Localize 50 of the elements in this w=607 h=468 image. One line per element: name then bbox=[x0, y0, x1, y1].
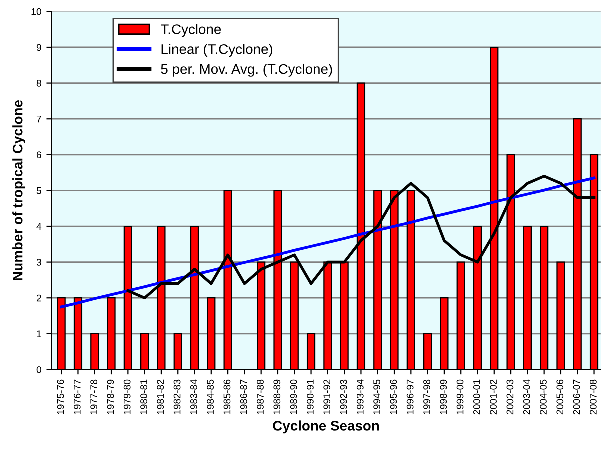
x-tick-label: 2002-03 bbox=[506, 380, 514, 415]
y-tick-label: 10 bbox=[32, 8, 42, 16]
y-tick-label: 5 bbox=[36, 188, 42, 194]
x-tick-label: 1999-00 bbox=[456, 380, 464, 414]
x-tick-label: 2005-06 bbox=[556, 380, 564, 415]
x-tick-label: 1994-95 bbox=[374, 380, 380, 414]
y-tick-label: 9 bbox=[36, 44, 42, 52]
x-tick-label: 1982-83 bbox=[174, 380, 181, 414]
x-tick-label: 2000-01 bbox=[473, 380, 480, 415]
x-tick-label: 1975-76 bbox=[57, 380, 64, 414]
y-tick-label: 7 bbox=[36, 116, 42, 123]
x-tick-label: 1976-77 bbox=[74, 380, 81, 414]
x-tick-label: 1987-88 bbox=[257, 380, 264, 414]
legend-label: T.Cyclone bbox=[161, 24, 222, 38]
legend-label: Linear (T.Cyclone) bbox=[162, 44, 273, 58]
x-tick-label: 1979-80 bbox=[124, 380, 131, 414]
x-tick-label: 1986-87 bbox=[240, 380, 248, 414]
x-tick-label: 2003-04 bbox=[523, 380, 530, 415]
x-tick-label: 1985-86 bbox=[224, 380, 231, 414]
x-tick-label: 1983-84 bbox=[190, 380, 198, 414]
x-tick-label: 1997-98 bbox=[424, 380, 430, 414]
y-tick-label: 0 bbox=[36, 366, 42, 374]
x-tick-label: 1978-79 bbox=[107, 380, 114, 414]
y-tick-label: 8 bbox=[36, 80, 42, 87]
x-tick-label: 1984-85 bbox=[207, 380, 214, 414]
x-tick-label: 1988-89 bbox=[274, 380, 281, 414]
x-tick-label: 1995-96 bbox=[390, 380, 398, 414]
x-tick-label: 1977-78 bbox=[90, 380, 98, 414]
y-tick-label: 3 bbox=[36, 259, 42, 266]
x-tick-label: 2001-02 bbox=[490, 380, 497, 415]
x-axis-title: Cyclone Season bbox=[273, 420, 380, 434]
x-tick-label: 1996-97 bbox=[406, 380, 414, 414]
x-tick-label: 1992-93 bbox=[340, 380, 348, 414]
y-tick-label: 4 bbox=[36, 223, 42, 230]
y-tick-label: 1 bbox=[37, 330, 42, 338]
y-tick-label: 2 bbox=[36, 294, 42, 302]
x-tick-label: 2004-05 bbox=[540, 380, 547, 415]
x-tick-label: 1990-91 bbox=[307, 380, 314, 414]
x-tick-label: 2006-07 bbox=[573, 380, 580, 415]
legend-label: 5 per. Mov. Avg. (T.Cyclone) bbox=[161, 64, 332, 77]
x-tick-label: 2007-08 bbox=[590, 380, 597, 415]
x-tick-label: 1998-99 bbox=[440, 380, 448, 414]
y-tick-label: 6 bbox=[36, 152, 42, 159]
y-axis-title: Number of tropical Cyclone bbox=[12, 100, 26, 280]
x-tick-label: 1981-82 bbox=[157, 380, 164, 414]
x-tick-label: 1980-81 bbox=[140, 380, 148, 414]
x-tick-label: 1989-90 bbox=[290, 380, 298, 414]
line-series bbox=[60, 176, 596, 308]
x-tick-label: 1991-92 bbox=[324, 380, 331, 414]
x-tick-label: 1993-94 bbox=[356, 380, 364, 414]
